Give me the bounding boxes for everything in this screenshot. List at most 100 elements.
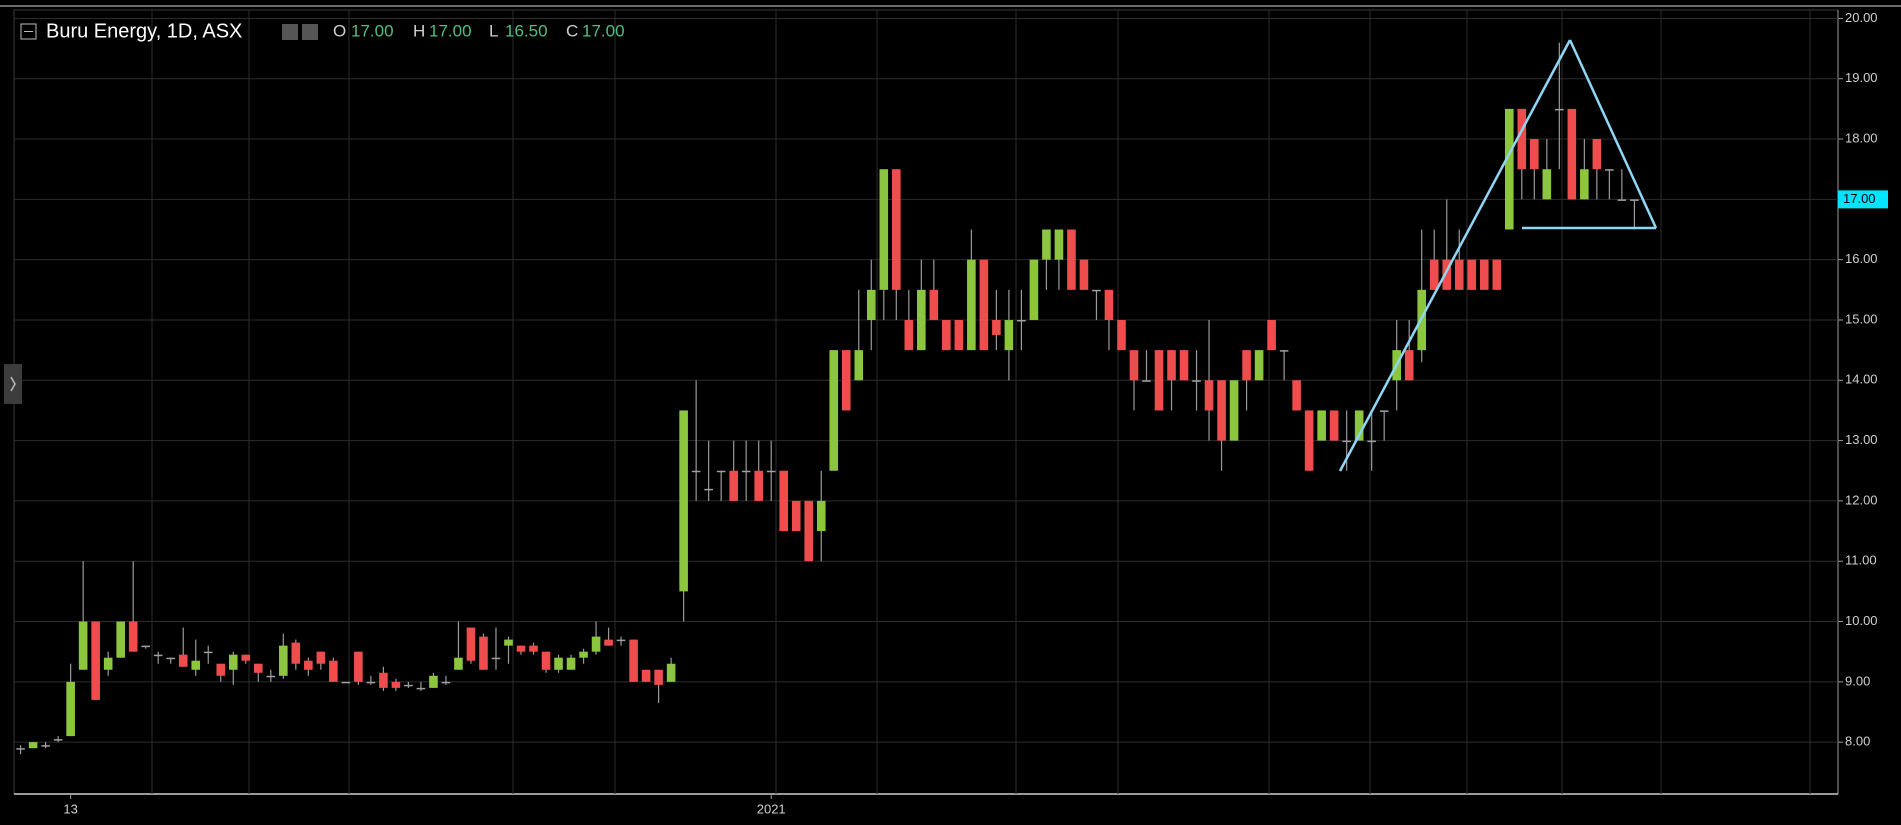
candle-body <box>16 748 25 750</box>
settings-icon[interactable] <box>282 24 298 40</box>
candle-body <box>429 675 438 688</box>
candle-body <box>1229 380 1239 441</box>
candle-body <box>1530 139 1539 170</box>
candle-body <box>1517 108 1527 170</box>
candle-body <box>66 681 75 737</box>
side-panel-toggle[interactable] <box>4 364 22 404</box>
candle-body <box>1192 380 1201 382</box>
candle-body <box>454 657 463 670</box>
candle-body <box>554 657 563 670</box>
candle-body <box>629 639 638 682</box>
candle-body <box>829 350 839 471</box>
candle-body <box>1605 169 1614 171</box>
candle-body <box>541 651 551 670</box>
candle-body <box>354 651 363 682</box>
ohlc-key: H <box>413 21 425 40</box>
candle-body <box>1442 259 1452 290</box>
candle-body <box>1004 319 1014 351</box>
candle-body <box>1017 319 1026 322</box>
candle-body <box>78 621 88 670</box>
y-tick-label: 16.00 <box>1845 251 1878 266</box>
candle-body <box>841 350 851 411</box>
candle-body <box>1204 380 1214 411</box>
candle-body <box>754 470 763 501</box>
candle-body <box>892 169 901 290</box>
candle-body <box>1129 350 1139 381</box>
candle-body <box>241 654 251 661</box>
ohlc-key: O <box>333 21 346 40</box>
candle-body <box>616 639 626 642</box>
candle-body <box>141 645 150 648</box>
y-tick-label: 8.00 <box>1845 734 1870 749</box>
candle-body <box>28 742 38 749</box>
candle-body <box>341 681 351 684</box>
candle-body <box>279 645 288 676</box>
candle-body <box>1292 380 1301 411</box>
candle-body <box>791 500 801 532</box>
candle-body <box>1067 229 1076 290</box>
candle-body <box>1454 259 1464 290</box>
candle-body <box>1592 139 1602 170</box>
triangle-drawing <box>1338 39 1658 472</box>
candle-body <box>416 687 426 690</box>
candle-body <box>1054 229 1064 260</box>
candle-body <box>404 684 413 687</box>
candle-body <box>466 627 476 661</box>
y-tick-label: 13.00 <box>1845 432 1878 447</box>
settings-icon[interactable] <box>302 24 318 40</box>
chart-title: Buru Energy, 1D, ASX <box>46 20 242 42</box>
candle-body <box>1154 350 1164 411</box>
candle-body <box>1079 259 1089 290</box>
candle-body <box>641 669 651 682</box>
candle-body <box>1342 440 1351 443</box>
candle-body <box>942 319 951 351</box>
candle-body <box>1279 350 1289 352</box>
candle-body <box>128 621 138 652</box>
candle-body <box>316 651 326 664</box>
candle-body <box>591 636 601 652</box>
ohlc-value: 16.50 <box>505 21 548 40</box>
last-price-tag <box>1838 190 1888 209</box>
candle-body <box>53 739 63 741</box>
y-tick-label: 15.00 <box>1845 311 1878 326</box>
candle-body <box>379 672 388 688</box>
candle-body <box>579 651 588 658</box>
candle-body <box>779 470 789 532</box>
candle-body <box>1167 350 1176 381</box>
candle-body <box>1304 410 1314 471</box>
candle-body <box>166 657 176 660</box>
y-tick-label: 19.00 <box>1845 70 1878 85</box>
candle-body <box>491 657 501 660</box>
candle-body <box>228 654 238 670</box>
candle-body <box>954 319 964 351</box>
candle-body <box>516 645 526 652</box>
candle-body <box>266 675 276 678</box>
candle-body <box>91 621 100 700</box>
y-tick-label: 14.00 <box>1845 372 1878 387</box>
candle-body <box>1217 380 1226 441</box>
collapse-icon[interactable] <box>20 23 37 40</box>
candle-body <box>604 639 613 646</box>
candle-body <box>291 642 301 664</box>
candle-body <box>1467 259 1477 290</box>
candle-body <box>504 639 513 646</box>
candle-body <box>904 319 914 351</box>
y-tick-label: 10.00 <box>1845 613 1878 628</box>
candle-body <box>804 500 814 562</box>
candle-body <box>729 470 738 501</box>
candle-body <box>1504 108 1514 230</box>
candle-body <box>479 636 488 670</box>
ohlc-value: 17.00 <box>582 21 625 40</box>
candle-body <box>216 663 226 676</box>
candle-body <box>704 488 713 491</box>
candle-body <box>1029 259 1039 320</box>
candle-body <box>441 681 451 684</box>
candle-body <box>816 500 826 532</box>
candle-body <box>103 657 113 670</box>
candle-body <box>1630 199 1639 201</box>
candle-body <box>1317 410 1326 441</box>
candle-body <box>1617 199 1627 201</box>
candle-body <box>1479 259 1489 290</box>
ohlc-value: 17.00 <box>351 21 394 40</box>
ohlc-key: C <box>566 21 578 40</box>
